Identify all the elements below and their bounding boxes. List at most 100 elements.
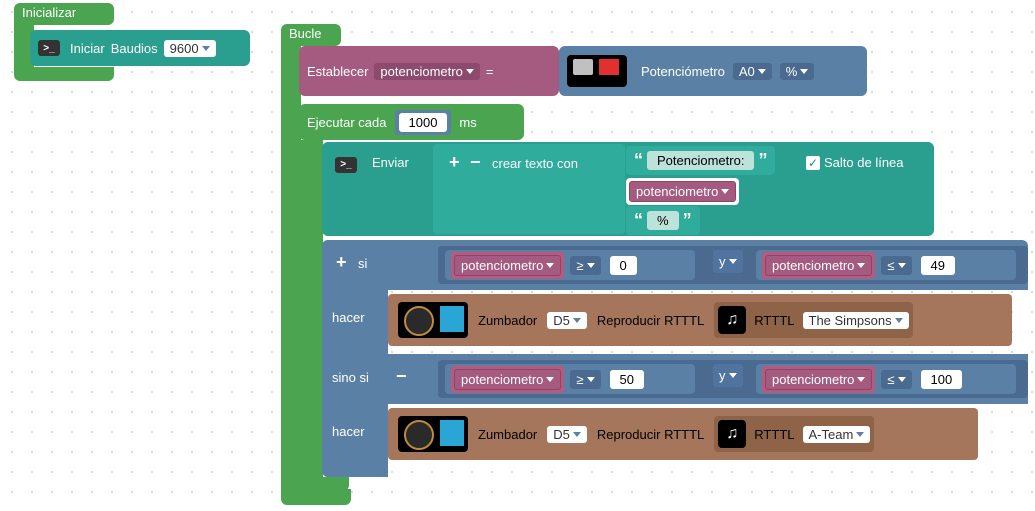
cond1-v1[interactable]: 0 — [610, 256, 637, 275]
cond2-op2[interactable]: ≤ — [881, 370, 911, 389]
text-line-2-wrap: potenciometro — [626, 178, 739, 205]
elseif-minus-icon[interactable]: − — [392, 366, 411, 387]
text-1-value[interactable]: Potenciometro: — [647, 151, 754, 170]
text-line-1: “ Potenciometro: ” — [626, 146, 775, 175]
cond2-v2[interactable]: 100 — [921, 370, 963, 389]
every-footer — [299, 477, 349, 491]
buzzer-pin-1[interactable]: D5 — [547, 312, 587, 329]
cond1-and-label: y — [719, 254, 726, 269]
terminal-icon: >_ — [38, 40, 60, 56]
set-var-block[interactable]: Establecer potenciometro = — [299, 46, 559, 96]
rtttl-song-1-val: The Simpsons — [809, 313, 892, 328]
init-title: Inicializar — [22, 5, 76, 20]
buzzer-label-2: Zumbador — [478, 427, 537, 442]
text-2-var[interactable]: potenciometro — [629, 181, 736, 202]
quote-close-3: ” — [679, 210, 696, 231]
cond2-op1-val: ≥ — [576, 372, 583, 387]
text-3-value[interactable]: % — [647, 211, 679, 230]
pin-value: A0 — [739, 64, 755, 79]
buzzer-pin-2-val: D5 — [553, 427, 570, 442]
cond1-var-right[interactable]: potenciometro — [765, 255, 872, 276]
cond1-var-left[interactable]: potenciometro — [454, 255, 561, 276]
cond1-var-right-name: potenciometro — [772, 258, 854, 273]
cond2-right[interactable]: potenciometro ≤ 100 — [756, 364, 1016, 394]
cond1-v2[interactable]: 49 — [921, 256, 955, 275]
rtttl-label-2: RTTTL — [754, 427, 794, 442]
set-var-name: potenciometro — [380, 64, 462, 79]
baud-dropdown[interactable]: 9600 — [164, 40, 216, 57]
loop-footer — [281, 489, 351, 505]
rtttl-song-2[interactable]: A-Team — [803, 426, 871, 443]
sensor-label: Potenciómetro — [641, 64, 725, 79]
buzzer-block-1[interactable]: Zumbador D5 Reproducir RTTTL ♫ RTTTL The… — [388, 294, 1012, 346]
buzzer-pin-1-val: D5 — [553, 313, 570, 328]
serial-begin-block[interactable]: >_ Iniciar Baudios 9600 — [30, 30, 250, 66]
newline-checkbox[interactable]: ✓ — [806, 156, 820, 170]
send-terminal-icon-wrap: >_ — [335, 155, 357, 173]
set-label: Establecer — [307, 64, 368, 79]
cond2-and-dd[interactable]: y — [713, 364, 743, 387]
every-label: Ejecutar cada — [307, 115, 387, 130]
do1-label: hacer — [332, 310, 365, 325]
buzzer-play-1: Reproducir RTTTL — [597, 313, 704, 328]
do2-label: hacer — [332, 424, 365, 439]
music-icon-1: ♫ — [718, 306, 746, 334]
cond1-right[interactable]: potenciometro ≤ 49 — [756, 250, 1016, 280]
unit-value: % — [786, 64, 798, 79]
cond2-var-right-name: potenciometro — [772, 372, 854, 387]
cond1-op1[interactable]: ≥ — [570, 256, 600, 275]
pin-dropdown[interactable]: A0 — [733, 63, 772, 80]
buzzer-image-2 — [398, 416, 468, 452]
rtttl-wrap-2: ♫ RTTTL A-Team — [714, 416, 874, 452]
rtttl-wrap-1: ♫ RTTTL The Simpsons — [714, 302, 912, 338]
send-label: Enviar — [372, 155, 409, 170]
cond1-op2[interactable]: ≤ — [881, 256, 911, 275]
quote-close-1: ” — [754, 150, 771, 171]
buzzer-label-1: Zumbador — [478, 313, 537, 328]
cond2-op2-val: ≤ — [887, 372, 894, 387]
cond1-and-dd[interactable]: y — [713, 250, 743, 273]
cond2-var-right[interactable]: potenciometro — [765, 369, 872, 390]
buzzer-play-2: Reproducir RTTTL — [597, 427, 704, 442]
execute-every-block[interactable]: Ejecutar cada 1000 ms — [299, 104, 524, 140]
sensor-image — [567, 55, 627, 87]
minus-text-icon[interactable]: − — [466, 152, 485, 173]
cond2-v1[interactable]: 50 — [610, 370, 644, 389]
quote-open-3: “ — [630, 210, 647, 231]
potentiometer-sensor-block[interactable]: Potenciómetro A0 % — [559, 46, 867, 96]
rtttl-song-2-val: A-Team — [809, 427, 854, 442]
every-ms-input[interactable]: 1000 — [399, 113, 448, 132]
cond2-and-label: y — [719, 368, 726, 383]
terminal-icon-2: >_ — [335, 157, 357, 173]
create-text-label: crear texto con — [492, 156, 578, 171]
cond2-left[interactable]: potenciometro ≥ 50 — [445, 364, 695, 394]
cond2-op1[interactable]: ≥ — [570, 370, 600, 389]
rtttl-song-1[interactable]: The Simpsons — [803, 312, 909, 329]
text-line-3: “ % ” — [626, 206, 700, 235]
every-leftbar — [299, 140, 323, 490]
serial-baud-label: Baudios — [111, 41, 158, 56]
unit-dropdown[interactable]: % — [780, 63, 815, 80]
plus-text-icon[interactable]: + — [445, 152, 464, 173]
if-footer — [322, 462, 388, 477]
newline-label: Salto de línea — [824, 155, 904, 170]
elseif-label: sino si — [332, 370, 369, 385]
buzzer-pin-2[interactable]: D5 — [547, 426, 587, 443]
text-2-var-name: potenciometro — [636, 184, 718, 199]
if-label: si — [358, 256, 367, 271]
cond1-op1-val: ≥ — [576, 258, 583, 273]
cond2-var-left[interactable]: potenciometro — [454, 369, 561, 390]
every-unit: ms — [459, 115, 476, 130]
loop-title: Bucle — [289, 26, 322, 41]
init-header: Inicializar — [14, 3, 114, 25]
set-var-dropdown[interactable]: potenciometro — [374, 63, 479, 80]
newline-option[interactable]: ✓ Salto de línea — [806, 155, 904, 170]
rtttl-label-1: RTTTL — [754, 313, 794, 328]
cond1-left[interactable]: potenciometro ≥ 0 — [445, 250, 695, 280]
if-plus-icon[interactable]: + — [332, 252, 351, 273]
buzzer-block-2[interactable]: Zumbador D5 Reproducir RTTTL ♫ RTTTL A-T… — [388, 408, 978, 460]
equals-sign: = — [486, 64, 494, 79]
loop-header: Bucle — [281, 24, 341, 46]
baud-value: 9600 — [170, 41, 199, 56]
buzzer-image-1 — [398, 302, 468, 338]
